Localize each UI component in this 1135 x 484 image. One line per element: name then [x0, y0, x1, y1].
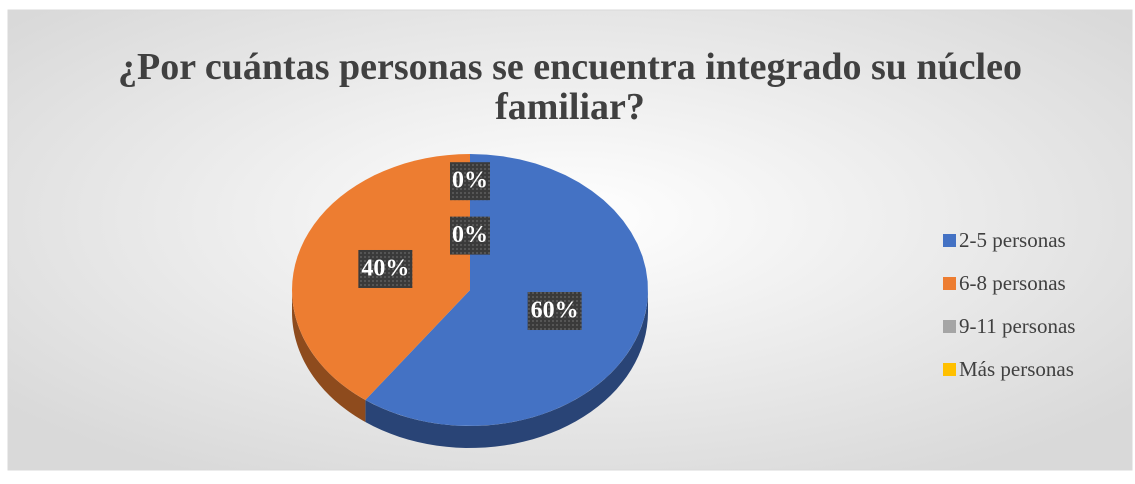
data-label: 40% — [361, 255, 409, 281]
legend-swatch — [943, 320, 956, 333]
legend-label: Más personas — [959, 357, 1074, 381]
data-label: 0% — [452, 222, 488, 248]
data-label-box — [358, 249, 413, 288]
pie-side — [365, 290, 648, 448]
data-label-box — [450, 162, 490, 201]
legend-label: 6-8 personas — [959, 271, 1066, 295]
pie-side — [292, 290, 366, 423]
data-label-box — [527, 292, 582, 331]
legend-swatch — [943, 277, 956, 290]
legend-label: 9-11 personas — [959, 314, 1075, 338]
data-label: 60% — [531, 298, 579, 324]
legend-swatch — [943, 363, 956, 376]
legend-swatch — [943, 234, 956, 247]
chart-title: ¿Por cuántas personas se encuentra integ… — [118, 46, 1022, 128]
data-label-box — [450, 216, 490, 255]
legend-label: 2-5 personas — [959, 228, 1066, 252]
data-label: 0% — [452, 168, 488, 194]
pie-slice — [365, 154, 648, 426]
